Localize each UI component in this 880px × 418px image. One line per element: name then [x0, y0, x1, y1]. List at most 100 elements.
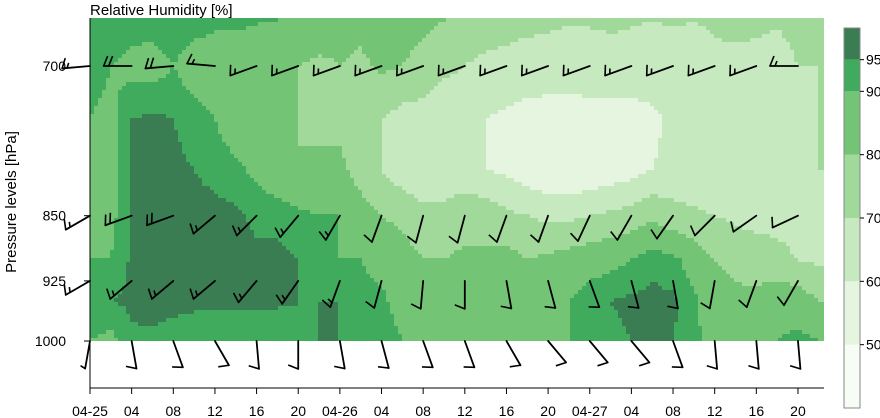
- rh-cell: [266, 94, 271, 99]
- rh-cell: [614, 114, 619, 119]
- rh-cell: [194, 102, 199, 107]
- rh-cell: [698, 78, 703, 83]
- rh-cell: [678, 70, 683, 75]
- rh-cell: [734, 102, 739, 107]
- rh-cell: [786, 34, 791, 39]
- rh-cell: [658, 102, 663, 107]
- rh-cell: [690, 94, 695, 99]
- rh-cell: [98, 90, 103, 95]
- rh-cell: [382, 26, 387, 31]
- rh-cell: [590, 122, 595, 127]
- rh-cell: [122, 62, 127, 67]
- rh-cell: [486, 114, 491, 119]
- rh-cell: [278, 34, 283, 39]
- rh-cell: [582, 86, 587, 91]
- rh-cell: [434, 58, 439, 63]
- rh-cell: [574, 114, 579, 119]
- rh-cell: [658, 122, 663, 127]
- rh-cell: [126, 114, 131, 119]
- rh-cell: [594, 110, 599, 115]
- rh-cell: [150, 102, 155, 107]
- rh-cell: [486, 42, 491, 47]
- rh-cell: [674, 46, 679, 51]
- rh-cell: [602, 78, 607, 83]
- rh-cell: [238, 42, 243, 47]
- rh-cell: [722, 82, 727, 87]
- rh-cell: [94, 50, 99, 55]
- rh-cell: [170, 118, 175, 123]
- rh-cell: [698, 98, 703, 103]
- rh-cell: [810, 114, 815, 119]
- rh-cell: [478, 122, 483, 127]
- rh-cell: [590, 74, 595, 79]
- rh-cell: [782, 98, 787, 103]
- rh-cell: [618, 106, 623, 111]
- rh-cell: [218, 50, 223, 55]
- rh-cell: [638, 90, 643, 95]
- chart-title: Relative Humidity [%]: [90, 2, 233, 19]
- rh-cell: [138, 46, 143, 51]
- rh-cell: [374, 86, 379, 91]
- rh-cell: [642, 26, 647, 31]
- rh-cell: [690, 18, 695, 23]
- rh-cell: [170, 50, 175, 55]
- rh-cell: [690, 74, 695, 79]
- rh-cell: [658, 98, 663, 103]
- rh-cell: [186, 50, 191, 55]
- rh-cell: [490, 90, 495, 95]
- rh-cell: [430, 98, 435, 103]
- rh-cell: [674, 78, 679, 83]
- rh-cell: [758, 26, 763, 31]
- rh-cell: [794, 26, 799, 31]
- rh-cell: [298, 26, 303, 31]
- rh-cell: [370, 18, 375, 23]
- rh-cell: [426, 70, 431, 75]
- rh-cell: [714, 70, 719, 75]
- rh-cell: [214, 70, 219, 75]
- rh-cell: [794, 114, 799, 119]
- rh-cell: [802, 62, 807, 67]
- rh-cell: [618, 82, 623, 87]
- rh-cell: [330, 78, 335, 83]
- rh-cell: [694, 34, 699, 39]
- rh-cell: [386, 30, 391, 35]
- rh-cell: [346, 66, 351, 71]
- rh-cell: [562, 114, 567, 119]
- rh-cell: [546, 118, 551, 123]
- rh-cell: [198, 54, 203, 59]
- rh-cell: [770, 82, 775, 87]
- rh-cell: [162, 94, 167, 99]
- rh-cell: [142, 54, 147, 59]
- rh-cell: [170, 18, 175, 23]
- rh-cell: [170, 30, 175, 35]
- rh-cell: [786, 86, 791, 91]
- rh-cell: [202, 42, 207, 47]
- rh-cell: [118, 110, 123, 115]
- rh-cell: [190, 46, 195, 51]
- rh-cell: [682, 90, 687, 95]
- rh-cell: [326, 74, 331, 79]
- rh-cell: [158, 118, 163, 123]
- rh-cell: [794, 18, 799, 23]
- rh-cell: [306, 86, 311, 91]
- rh-cell: [186, 54, 191, 59]
- rh-cell: [186, 86, 191, 91]
- rh-cell: [610, 30, 615, 35]
- rh-cell: [822, 118, 824, 123]
- rh-cell: [706, 46, 711, 51]
- rh-cell: [166, 38, 171, 43]
- rh-cell: [410, 18, 415, 23]
- rh-cell: [418, 18, 423, 23]
- rh-cell: [130, 70, 135, 75]
- rh-cell: [798, 42, 803, 47]
- rh-cell: [266, 42, 271, 47]
- rh-cell: [802, 102, 807, 107]
- rh-cell: [706, 74, 711, 79]
- rh-cell: [354, 86, 359, 91]
- rh-cell: [754, 30, 759, 35]
- rh-cell: [382, 82, 387, 87]
- rh-cell: [150, 54, 155, 59]
- rh-cell: [386, 110, 391, 115]
- rh-cell: [354, 22, 359, 27]
- rh-cell: [178, 102, 183, 107]
